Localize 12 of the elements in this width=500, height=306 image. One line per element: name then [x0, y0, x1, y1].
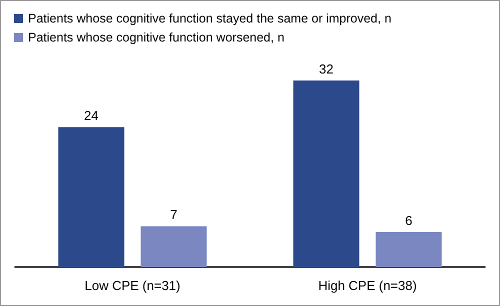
x-tick-label: High CPE (n=38) — [318, 278, 417, 293]
data-label: 6 — [405, 213, 412, 228]
data-label: 7 — [170, 207, 178, 222]
legend-label: Patients whose cognitive function stayed the same or improved, n — [28, 12, 392, 26]
legend-label: Patients whose cognitive function worsened, n — [28, 30, 284, 44]
data-label: 32 — [319, 61, 334, 76]
x-tick-label: Low CPE (n=31) — [84, 278, 180, 293]
bar — [376, 232, 442, 267]
bar — [293, 80, 360, 267]
bar — [58, 127, 124, 267]
data-label: 24 — [84, 108, 98, 124]
bar — [140, 226, 207, 267]
